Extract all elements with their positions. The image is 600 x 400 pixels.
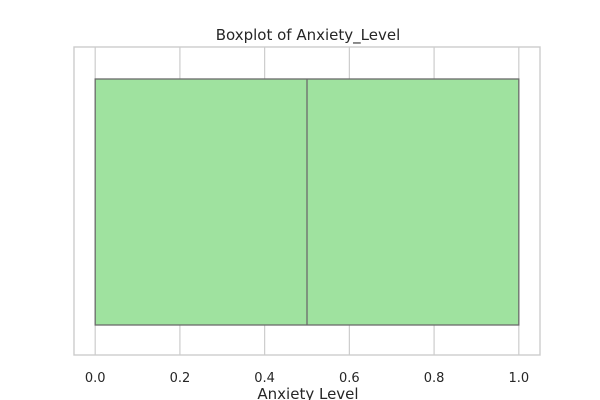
box-layer	[94, 78, 520, 326]
x-tick-label: 0.2	[170, 371, 191, 386]
x-axis-label: Anxiety Level	[257, 385, 358, 400]
plot-frame	[73, 46, 541, 356]
x-tick-label: 0.0	[85, 371, 106, 386]
x-tick-label: 0.8	[424, 371, 445, 386]
x-tick-label: 0.4	[254, 371, 275, 386]
x-tick-labels: 0.0 0.2 0.4 0.6 0.8 1.0	[85, 371, 529, 386]
x-tick-label: 1.0	[508, 371, 529, 386]
x-tick-label: 0.6	[339, 371, 360, 386]
chart-title: Boxplot of Anxiety_Level	[216, 26, 401, 45]
